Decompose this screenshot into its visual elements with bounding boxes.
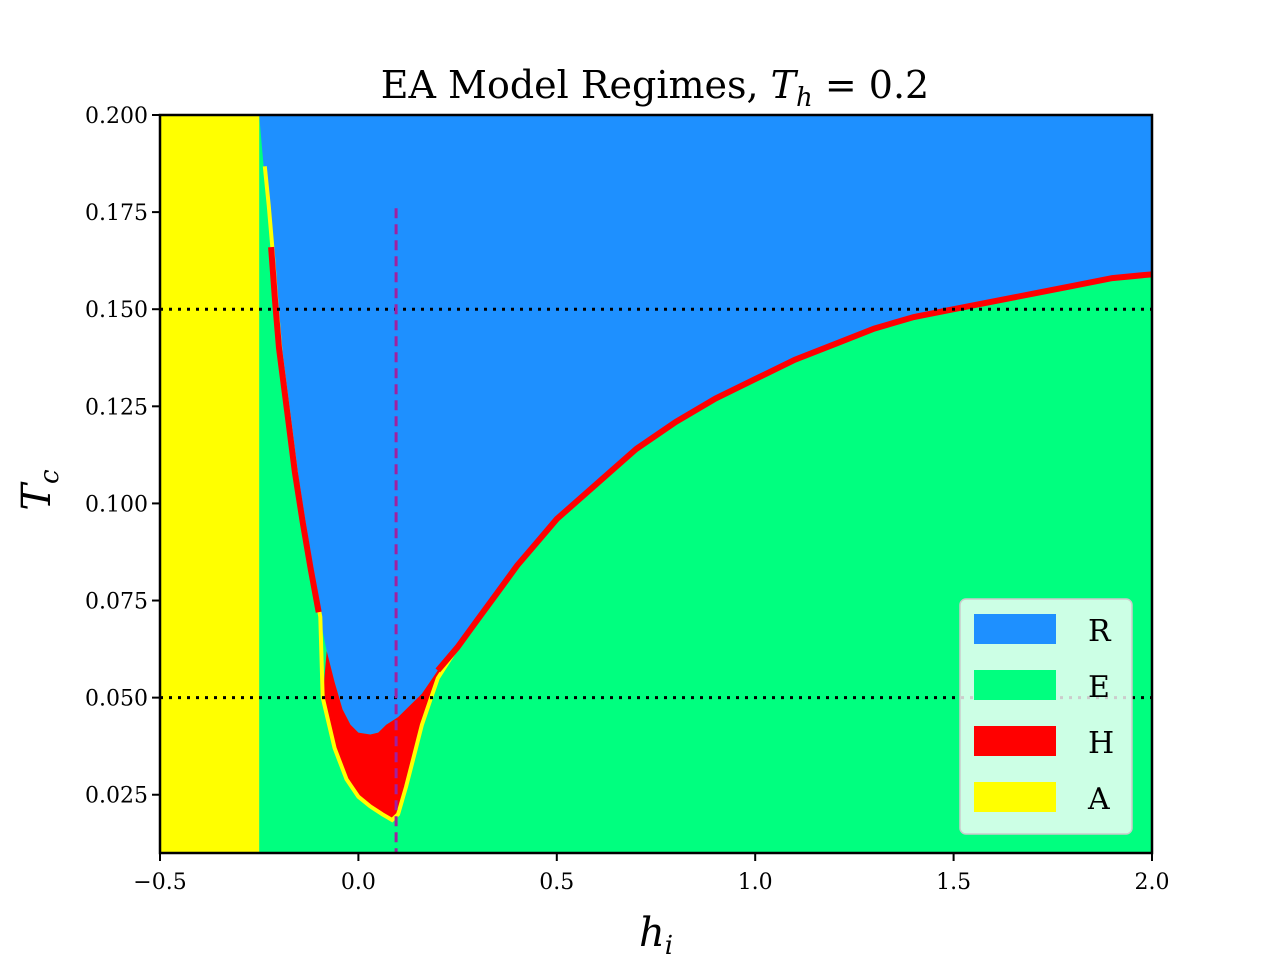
regime-re-boundary-strip (268, 246, 1152, 673)
plot-frame (158, 113, 1154, 855)
y-tick-label: 0.125 (85, 395, 148, 420)
regime-h-region (322, 647, 458, 820)
legend-swatch-e (974, 670, 1056, 700)
y-axis-label: Tc (14, 469, 65, 511)
x-tick-label: 1.5 (936, 870, 971, 895)
x-tick-label: 1.0 (738, 870, 773, 895)
y-axis-label-sub: c (35, 469, 65, 484)
y-tick-label: 0.150 (85, 298, 148, 323)
y-tick-label: 0.025 (85, 784, 148, 809)
y-axis-ticks: 0.025 0.050 0.075 0.100 0.125 0.150 0.175 0.200 (85, 104, 160, 809)
chart-title-text: EA Model Regimes, (381, 63, 771, 107)
y-tick-label: 0.050 (85, 687, 148, 712)
x-tick-label: −0.5 (133, 870, 186, 895)
plot-area (160, 115, 1152, 853)
chart-title-rest: = 0.2 (813, 63, 929, 107)
legend-box (959, 598, 1133, 835)
chart-title-sub: h (796, 83, 813, 113)
x-axis-ticks: −0.5 0.0 0.5 1.0 1.5 2.0 (133, 853, 1170, 895)
x-axis-label-sub: i (665, 931, 673, 960)
legend-label-h: H (1088, 726, 1114, 761)
y-tick-label: 0.175 (85, 201, 148, 226)
x-axis-label: hi (639, 910, 673, 960)
legend-swatch-a (974, 782, 1056, 812)
legend-swatch-h (974, 726, 1056, 756)
reference-hlines (160, 307, 1152, 700)
x-tick-label: 2.0 (1135, 870, 1170, 895)
x-tick-label: 0.5 (539, 870, 574, 895)
legend-swatch-r (974, 614, 1056, 644)
chart-title-var: T (771, 63, 799, 107)
y-tick-label: 0.100 (85, 492, 148, 517)
y-tick-label: 0.200 (85, 104, 148, 129)
legend-label-e: E (1088, 670, 1110, 705)
x-axis-label-var: h (639, 910, 665, 956)
regime-r-region (259, 115, 1152, 735)
y-tick-label: 0.075 (85, 590, 148, 615)
chart-title: EA Model Regimes, Th = 0.2 (381, 63, 929, 113)
regime-a-region (160, 115, 260, 853)
y-axis-label-var: T (14, 481, 60, 511)
legend-label-a: A (1087, 782, 1110, 817)
x-tick-label: 0.0 (341, 870, 376, 895)
legend-label-r: R (1088, 614, 1112, 649)
